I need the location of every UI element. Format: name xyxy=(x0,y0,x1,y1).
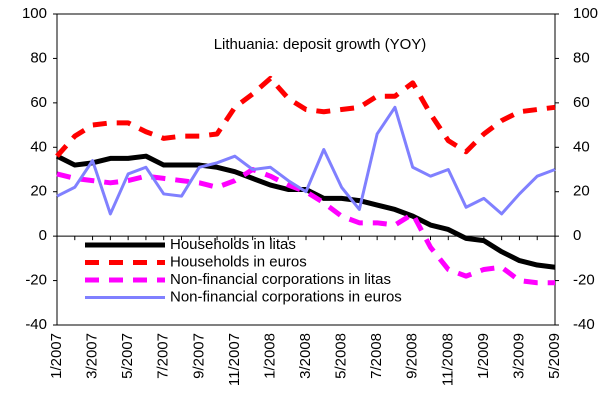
series-line xyxy=(56,167,555,286)
legend-label: Non-financial corporations in litas xyxy=(170,271,391,288)
y-tick-label: -40 xyxy=(25,316,47,333)
y-tick-label: 20 xyxy=(30,183,47,200)
y-tick-label: 100 xyxy=(22,5,47,22)
x-tick-label: 11/2007 xyxy=(226,333,243,386)
y2-tick-label: 40 xyxy=(573,138,590,155)
y-tick-label: 60 xyxy=(30,94,47,111)
y-tick-label: 40 xyxy=(30,138,47,155)
legend-label: Non-financial corporations in euros xyxy=(170,288,402,305)
x-tick-label: 1/2009 xyxy=(475,333,492,379)
series-line xyxy=(56,105,556,216)
y2-tick-label: 20 xyxy=(573,183,590,200)
x-tick-label: 5/2007 xyxy=(119,333,136,379)
x-tick-label: 1/2008 xyxy=(261,333,278,379)
legend-label: Households in litas xyxy=(170,236,296,253)
x-tick-label: 9/2007 xyxy=(190,333,207,379)
x-tick-label: 3/2009 xyxy=(510,333,527,379)
x-tick-label: 3/2008 xyxy=(297,333,314,379)
y2-tick-label: 60 xyxy=(573,94,590,111)
y-tick-label: -20 xyxy=(25,272,47,289)
y2-tick-label: 0 xyxy=(573,227,581,244)
series-line xyxy=(55,75,556,158)
x-tick-label: 7/2007 xyxy=(155,333,172,379)
x-tick-label: 1/2007 xyxy=(48,333,65,379)
x-tick-label: 11/2008 xyxy=(439,333,456,386)
y-tick-label: 0 xyxy=(39,227,47,244)
x-tick-label: 5/2008 xyxy=(333,333,350,379)
y-tick-label: 80 xyxy=(30,49,47,66)
y2-tick-label: 100 xyxy=(573,5,598,22)
x-tick-label: 9/2008 xyxy=(404,333,421,379)
x-tick-label: 5/2009 xyxy=(546,333,563,379)
chart-title: Lithuania: deposit growth (YOY) xyxy=(214,36,427,53)
x-tick-label: 7/2008 xyxy=(368,333,385,379)
x-tick-label: 3/2007 xyxy=(84,333,101,379)
y2-tick-label: -40 xyxy=(573,316,595,333)
legend-label: Households in euros xyxy=(170,253,307,270)
y2-tick-label: -20 xyxy=(573,272,595,289)
y2-tick-label: 80 xyxy=(573,49,590,66)
